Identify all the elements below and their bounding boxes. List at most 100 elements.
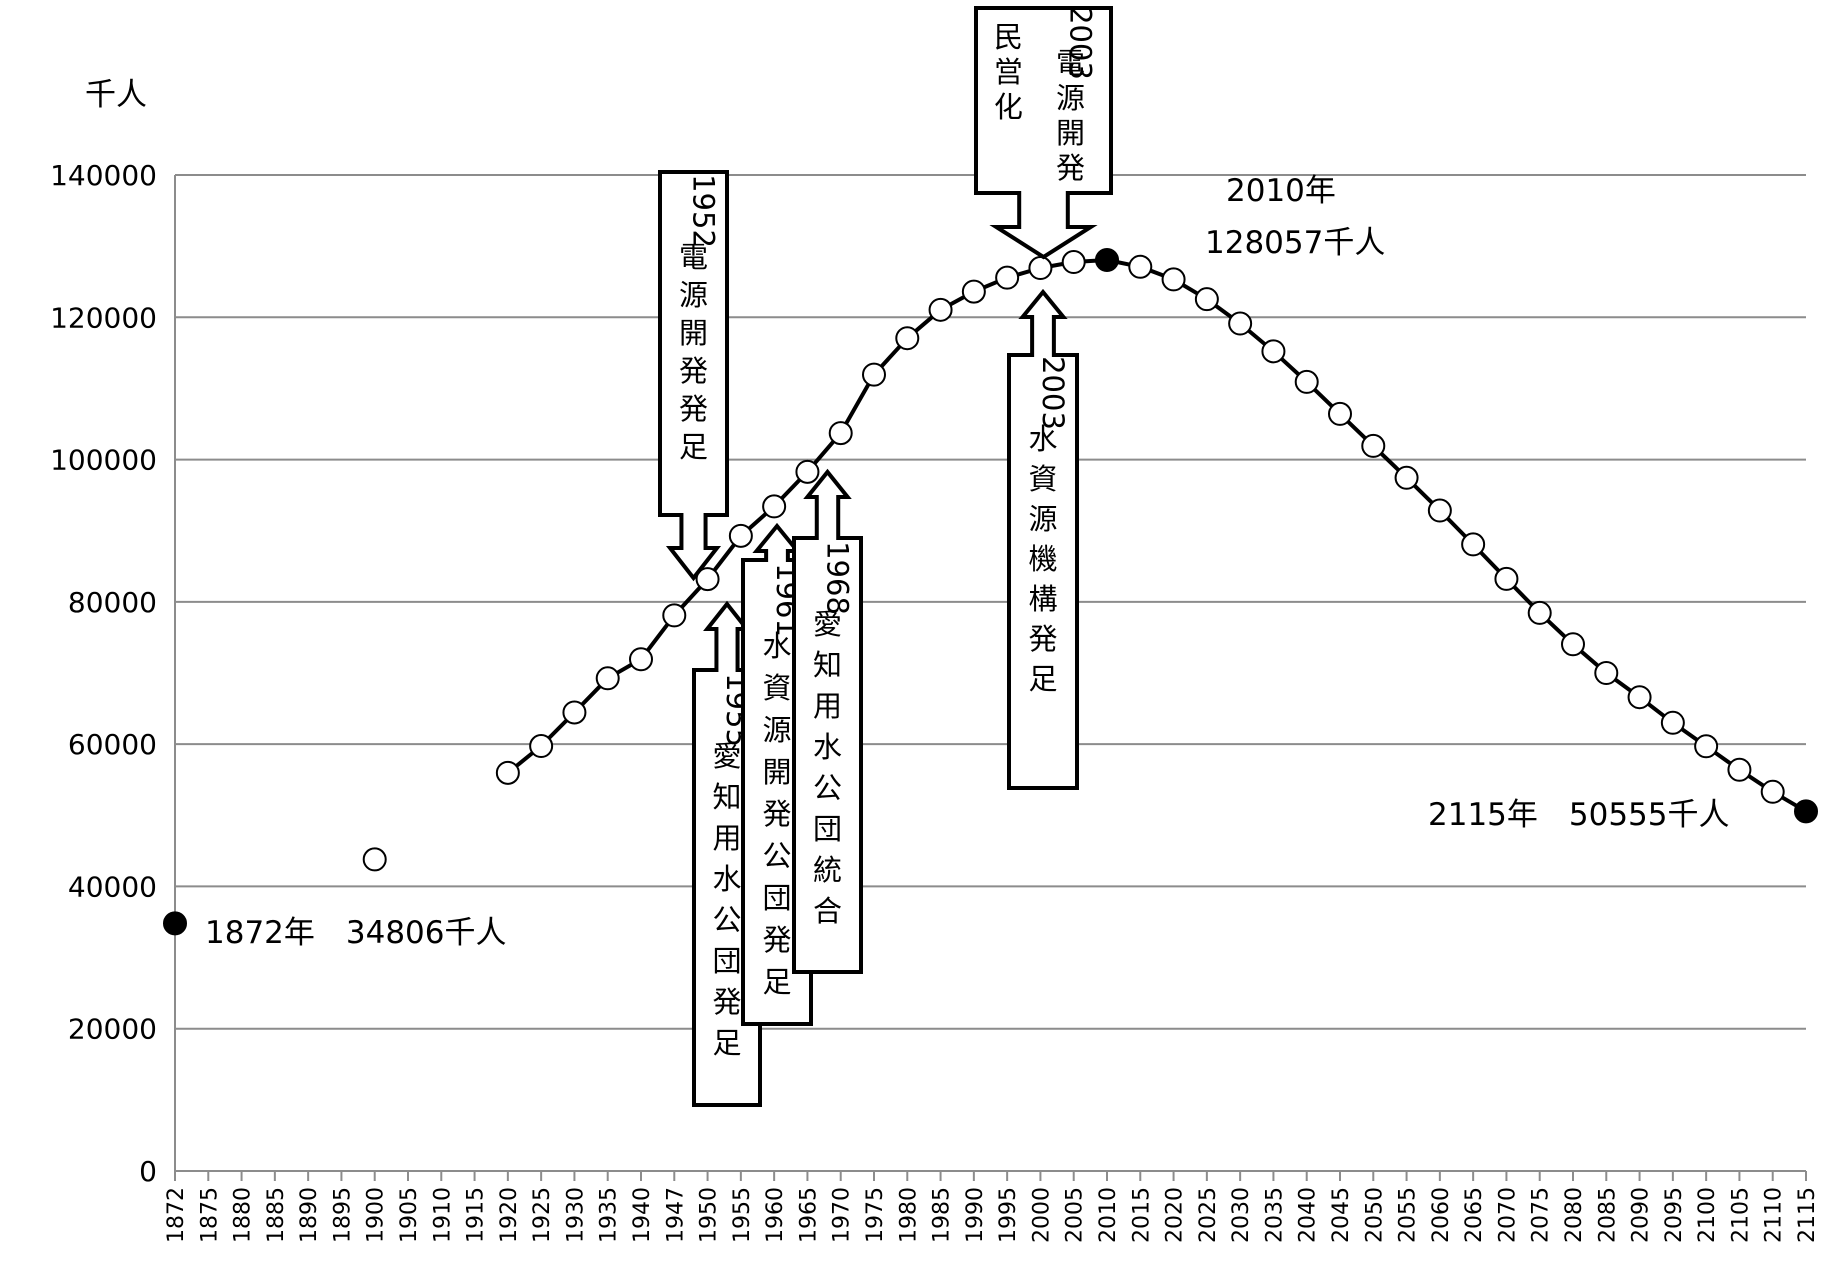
data-point-1985 (928, 297, 953, 322)
y-tick-label: 60000 (68, 728, 157, 761)
series-population (163, 247, 1818, 936)
x-tick-label: 1960 (763, 1187, 788, 1243)
y-tick-label: 140000 (50, 159, 157, 192)
callout-char: 開 (1056, 116, 1085, 150)
callout-char: 愛 (813, 607, 842, 641)
callouts: 1952電源開発発足2003電源開発民営化2003水資源機構発足1955愛知用水… (658, 6, 1113, 1107)
series-line (506, 258, 1808, 814)
data-point-2000 (1028, 256, 1053, 281)
callout-year: 1968 (821, 541, 855, 615)
x-tick-label: 1920 (497, 1187, 522, 1243)
x-tick-label: 2050 (1362, 1187, 1387, 1243)
x-tick-label: 2095 (1662, 1187, 1687, 1243)
x-tick-label: 1970 (830, 1187, 855, 1243)
grid-lines (175, 174, 1806, 1030)
callout-char: 水 (1028, 422, 1057, 456)
callout-char: 公 (813, 771, 842, 805)
callout-box (1007, 288, 1079, 790)
x-tick-label: 1880 (231, 1187, 256, 1243)
callout-char: 愛 (712, 739, 741, 773)
x-tick-label: 2055 (1396, 1187, 1421, 1243)
callout-char: 発 (679, 392, 708, 426)
x-tick-label: 1900 (364, 1187, 389, 1243)
y-tick-label: 20000 (68, 1013, 157, 1046)
callout-char: 知 (813, 648, 842, 682)
callout-char: 水 (712, 862, 741, 896)
annotation-2010-value: 128057千人 (1205, 225, 1385, 261)
callout-char: 水 (813, 730, 842, 764)
data-point-1947 (662, 603, 687, 628)
callout-char: 水 (762, 629, 791, 663)
callout-char: 源 (1028, 502, 1057, 536)
x-tick-label: 2015 (1129, 1187, 1154, 1243)
x-tick-label: 2045 (1329, 1187, 1354, 1243)
callout-char: 統 (813, 853, 842, 887)
data-point-2005 (1061, 250, 1086, 275)
x-tick-label: 2030 (1229, 1187, 1254, 1243)
x-tick-label: 1965 (796, 1187, 821, 1243)
data-point-1995 (995, 265, 1020, 290)
data-point-1990 (961, 279, 986, 304)
data-point-2025 (1194, 287, 1219, 312)
callout-char: 源 (679, 278, 708, 312)
y-axis-unit: 千人 (85, 77, 147, 113)
x-tick-label: 2040 (1296, 1187, 1321, 1243)
callout-char: 用 (712, 821, 741, 855)
x-tick-label: 1935 (597, 1187, 622, 1243)
data-point-1872 (163, 911, 187, 936)
x-tick-label: 1995 (996, 1187, 1021, 1243)
data-point-2090 (1627, 685, 1652, 710)
data-point-2100 (1694, 734, 1719, 759)
axes (174, 175, 1806, 1172)
callout-year: 1952 (687, 174, 721, 248)
data-point-2020 (1161, 267, 1186, 292)
callout-char: 発 (762, 797, 791, 831)
x-tick-label: 2085 (1595, 1187, 1620, 1243)
x-tick-label: 1910 (430, 1187, 455, 1243)
callout-char: 電 (679, 240, 708, 274)
x-tick-label: 1915 (464, 1187, 489, 1243)
callout-char: 団 (813, 812, 842, 846)
data-point-2080 (1561, 632, 1585, 657)
data-point-1980 (895, 326, 920, 351)
data-point-1970 (828, 421, 853, 446)
x-tick-label: 1930 (563, 1187, 588, 1243)
callout-char: 営 (994, 55, 1023, 89)
callout-char: 用 (813, 689, 842, 723)
data-point-2085 (1594, 661, 1619, 685)
x-tick-label: 2025 (1196, 1187, 1221, 1243)
x-tick-label: 1875 (197, 1187, 222, 1243)
data-point-2015 (1128, 254, 1153, 279)
callout-year: 2003 (1036, 356, 1070, 430)
callout-char: 資 (1028, 462, 1057, 496)
x-tick-label: 1890 (297, 1187, 322, 1243)
x-tick-label: 2005 (1063, 1187, 1088, 1243)
data-point-1950 (695, 567, 720, 592)
data-point-2075 (1527, 600, 1552, 625)
data-point-1955 (728, 523, 753, 548)
callout-char: 発 (1028, 622, 1057, 656)
data-point-1900 (362, 847, 387, 872)
x-tick-label: 2065 (1462, 1187, 1487, 1243)
y-tick-label: 100000 (50, 444, 157, 477)
annotation-2010-year: 2010年 (1226, 173, 1336, 209)
x-tick-label: 1885 (264, 1187, 289, 1243)
callout-char: 発 (712, 985, 741, 1019)
data-point-1935 (595, 666, 620, 691)
x-tick-label: 2100 (1695, 1187, 1720, 1243)
callout-char: 開 (679, 316, 708, 350)
data-point-1965 (795, 459, 820, 484)
x-tick-label: 2035 (1262, 1187, 1287, 1243)
annotation-2115: 2115年 50555千人 (1428, 797, 1730, 833)
x-tick-label: 1985 (930, 1187, 955, 1243)
data-point-2095 (1660, 710, 1685, 735)
x-tick-label: 1895 (330, 1187, 355, 1243)
callout-char: 機 (1028, 542, 1057, 576)
callout-char: 知 (712, 780, 741, 814)
annotation-1872: 1872年 34806千人 (205, 915, 507, 951)
